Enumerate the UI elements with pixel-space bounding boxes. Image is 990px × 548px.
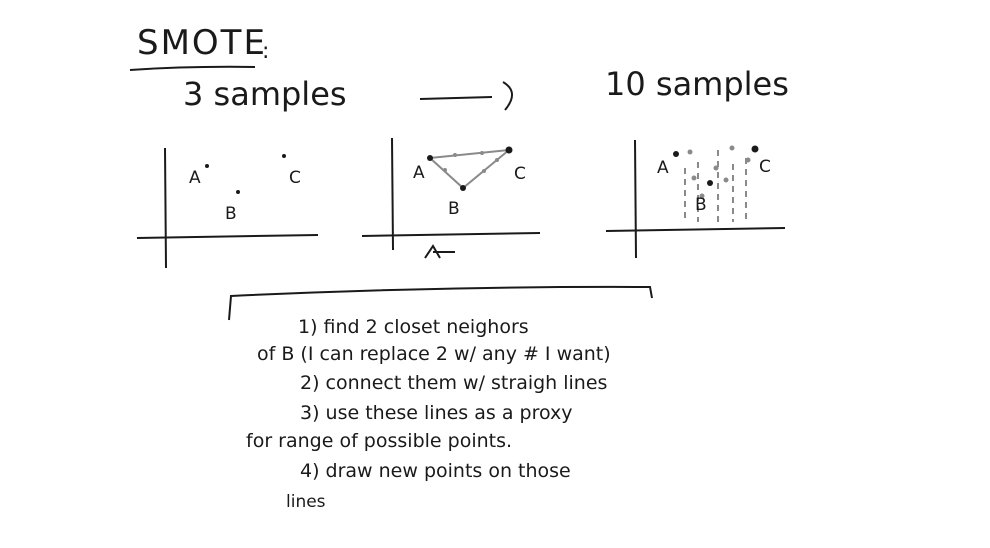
point-label-b: B — [225, 204, 237, 224]
panel-connect: A B C — [362, 138, 540, 258]
point-c — [752, 146, 759, 153]
synthetic-point — [480, 151, 484, 155]
point-b — [460, 185, 466, 191]
title: SMOTE — [137, 23, 267, 63]
y-axis — [635, 140, 636, 258]
panel-synthesized: A B C — [606, 140, 785, 258]
point-label-b: B — [448, 199, 460, 219]
point-label-b: B — [695, 195, 707, 215]
point-label-c: C — [759, 157, 771, 177]
y-axis — [165, 148, 166, 268]
step-2: 2) connect them w/ straigh lines — [300, 372, 607, 394]
synthetic-point — [724, 178, 729, 183]
step-1: 1) find 2 closet neighors — [298, 316, 529, 338]
point-label-a: A — [413, 163, 425, 183]
up-arrow-marker — [425, 246, 455, 258]
point-label-a: A — [657, 158, 669, 178]
synthetic-point — [453, 153, 457, 157]
transform-arrow — [420, 82, 512, 110]
x-axis — [606, 228, 785, 231]
point-label-c: C — [289, 168, 301, 188]
steps-list: 1) find 2 closet neighors of B (I can re… — [246, 316, 611, 512]
from-label: 3 samples — [183, 75, 347, 113]
step-1-continued: of B (I can replace 2 w/ any # I want) — [257, 343, 611, 365]
synthetic-point — [730, 146, 735, 151]
point-a — [673, 151, 679, 157]
step-3: 3) use these lines as a proxy — [300, 402, 573, 424]
x-axis — [362, 233, 540, 236]
synthetic-point — [482, 169, 486, 173]
step-4: 4) draw new points on those — [300, 460, 571, 482]
panel-original: A B C — [137, 148, 318, 268]
point-label-c: C — [514, 164, 526, 184]
synthetic-point — [443, 168, 447, 172]
point-b — [236, 190, 240, 194]
synthetic-point — [714, 166, 719, 171]
step-4-continued: lines — [286, 492, 326, 512]
x-axis — [137, 235, 318, 238]
synthetic-point — [495, 158, 499, 162]
neighbor-triangle — [430, 150, 509, 188]
point-c — [282, 154, 286, 158]
title-underline — [130, 67, 255, 70]
synthetic-point — [746, 158, 751, 163]
point-a — [205, 164, 209, 168]
synthetic-point — [688, 150, 693, 155]
point-a — [427, 155, 433, 161]
title-colon: : — [262, 39, 269, 64]
point-c — [506, 147, 513, 154]
y-axis — [392, 138, 393, 250]
to-label: 10 samples — [605, 65, 789, 103]
point-label-a: A — [189, 168, 201, 188]
step-3-continued: for range of possible points. — [246, 430, 512, 452]
point-b — [707, 180, 713, 186]
synthetic-point — [692, 176, 697, 181]
